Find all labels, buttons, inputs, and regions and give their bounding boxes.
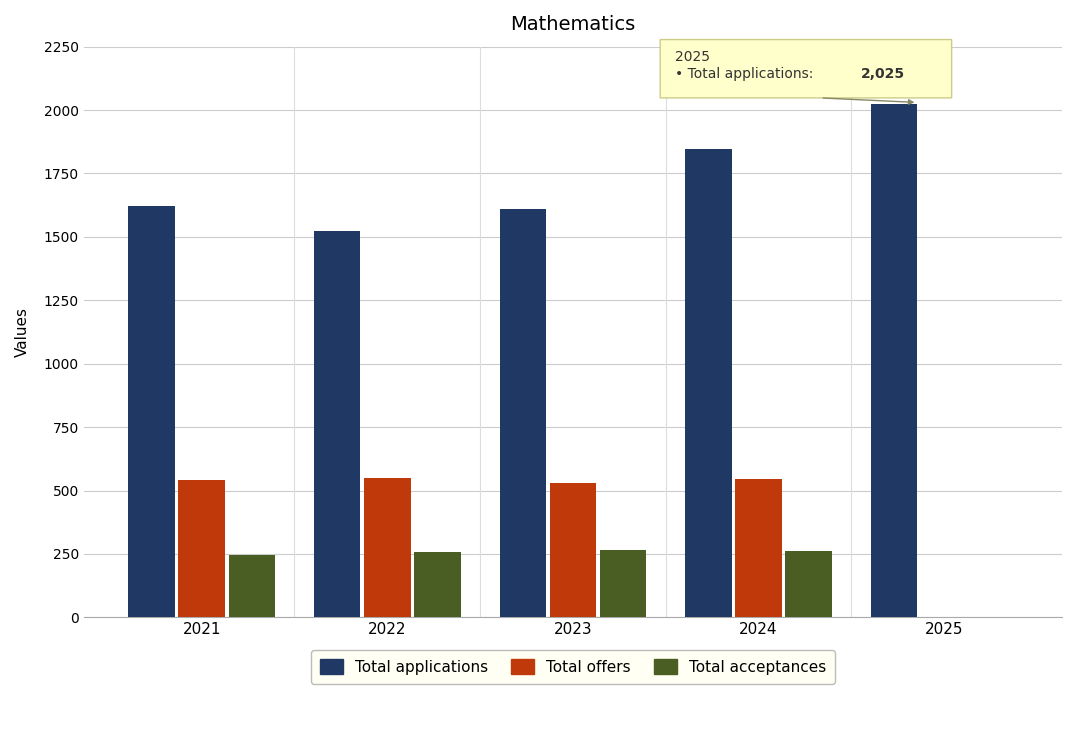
FancyBboxPatch shape bbox=[660, 40, 952, 98]
Bar bbox=[228, 555, 275, 617]
Y-axis label: Values: Values bbox=[15, 307, 30, 357]
Bar bbox=[500, 209, 546, 617]
Bar bbox=[685, 149, 731, 617]
Bar bbox=[364, 478, 410, 617]
Text: • Total applications:: • Total applications: bbox=[675, 68, 817, 82]
Bar bbox=[415, 552, 461, 617]
Bar bbox=[128, 207, 174, 617]
Text: 2025: 2025 bbox=[675, 50, 710, 64]
Title: Mathematics: Mathematics bbox=[510, 15, 635, 34]
Bar bbox=[179, 481, 225, 617]
Bar bbox=[871, 104, 918, 617]
Bar bbox=[736, 479, 782, 617]
Bar bbox=[314, 231, 361, 617]
Text: 2,025: 2,025 bbox=[861, 68, 905, 82]
Bar bbox=[785, 551, 831, 617]
Legend: Total applications, Total offers, Total acceptances: Total applications, Total offers, Total … bbox=[310, 650, 836, 684]
Bar bbox=[600, 550, 646, 617]
Bar bbox=[549, 483, 597, 617]
